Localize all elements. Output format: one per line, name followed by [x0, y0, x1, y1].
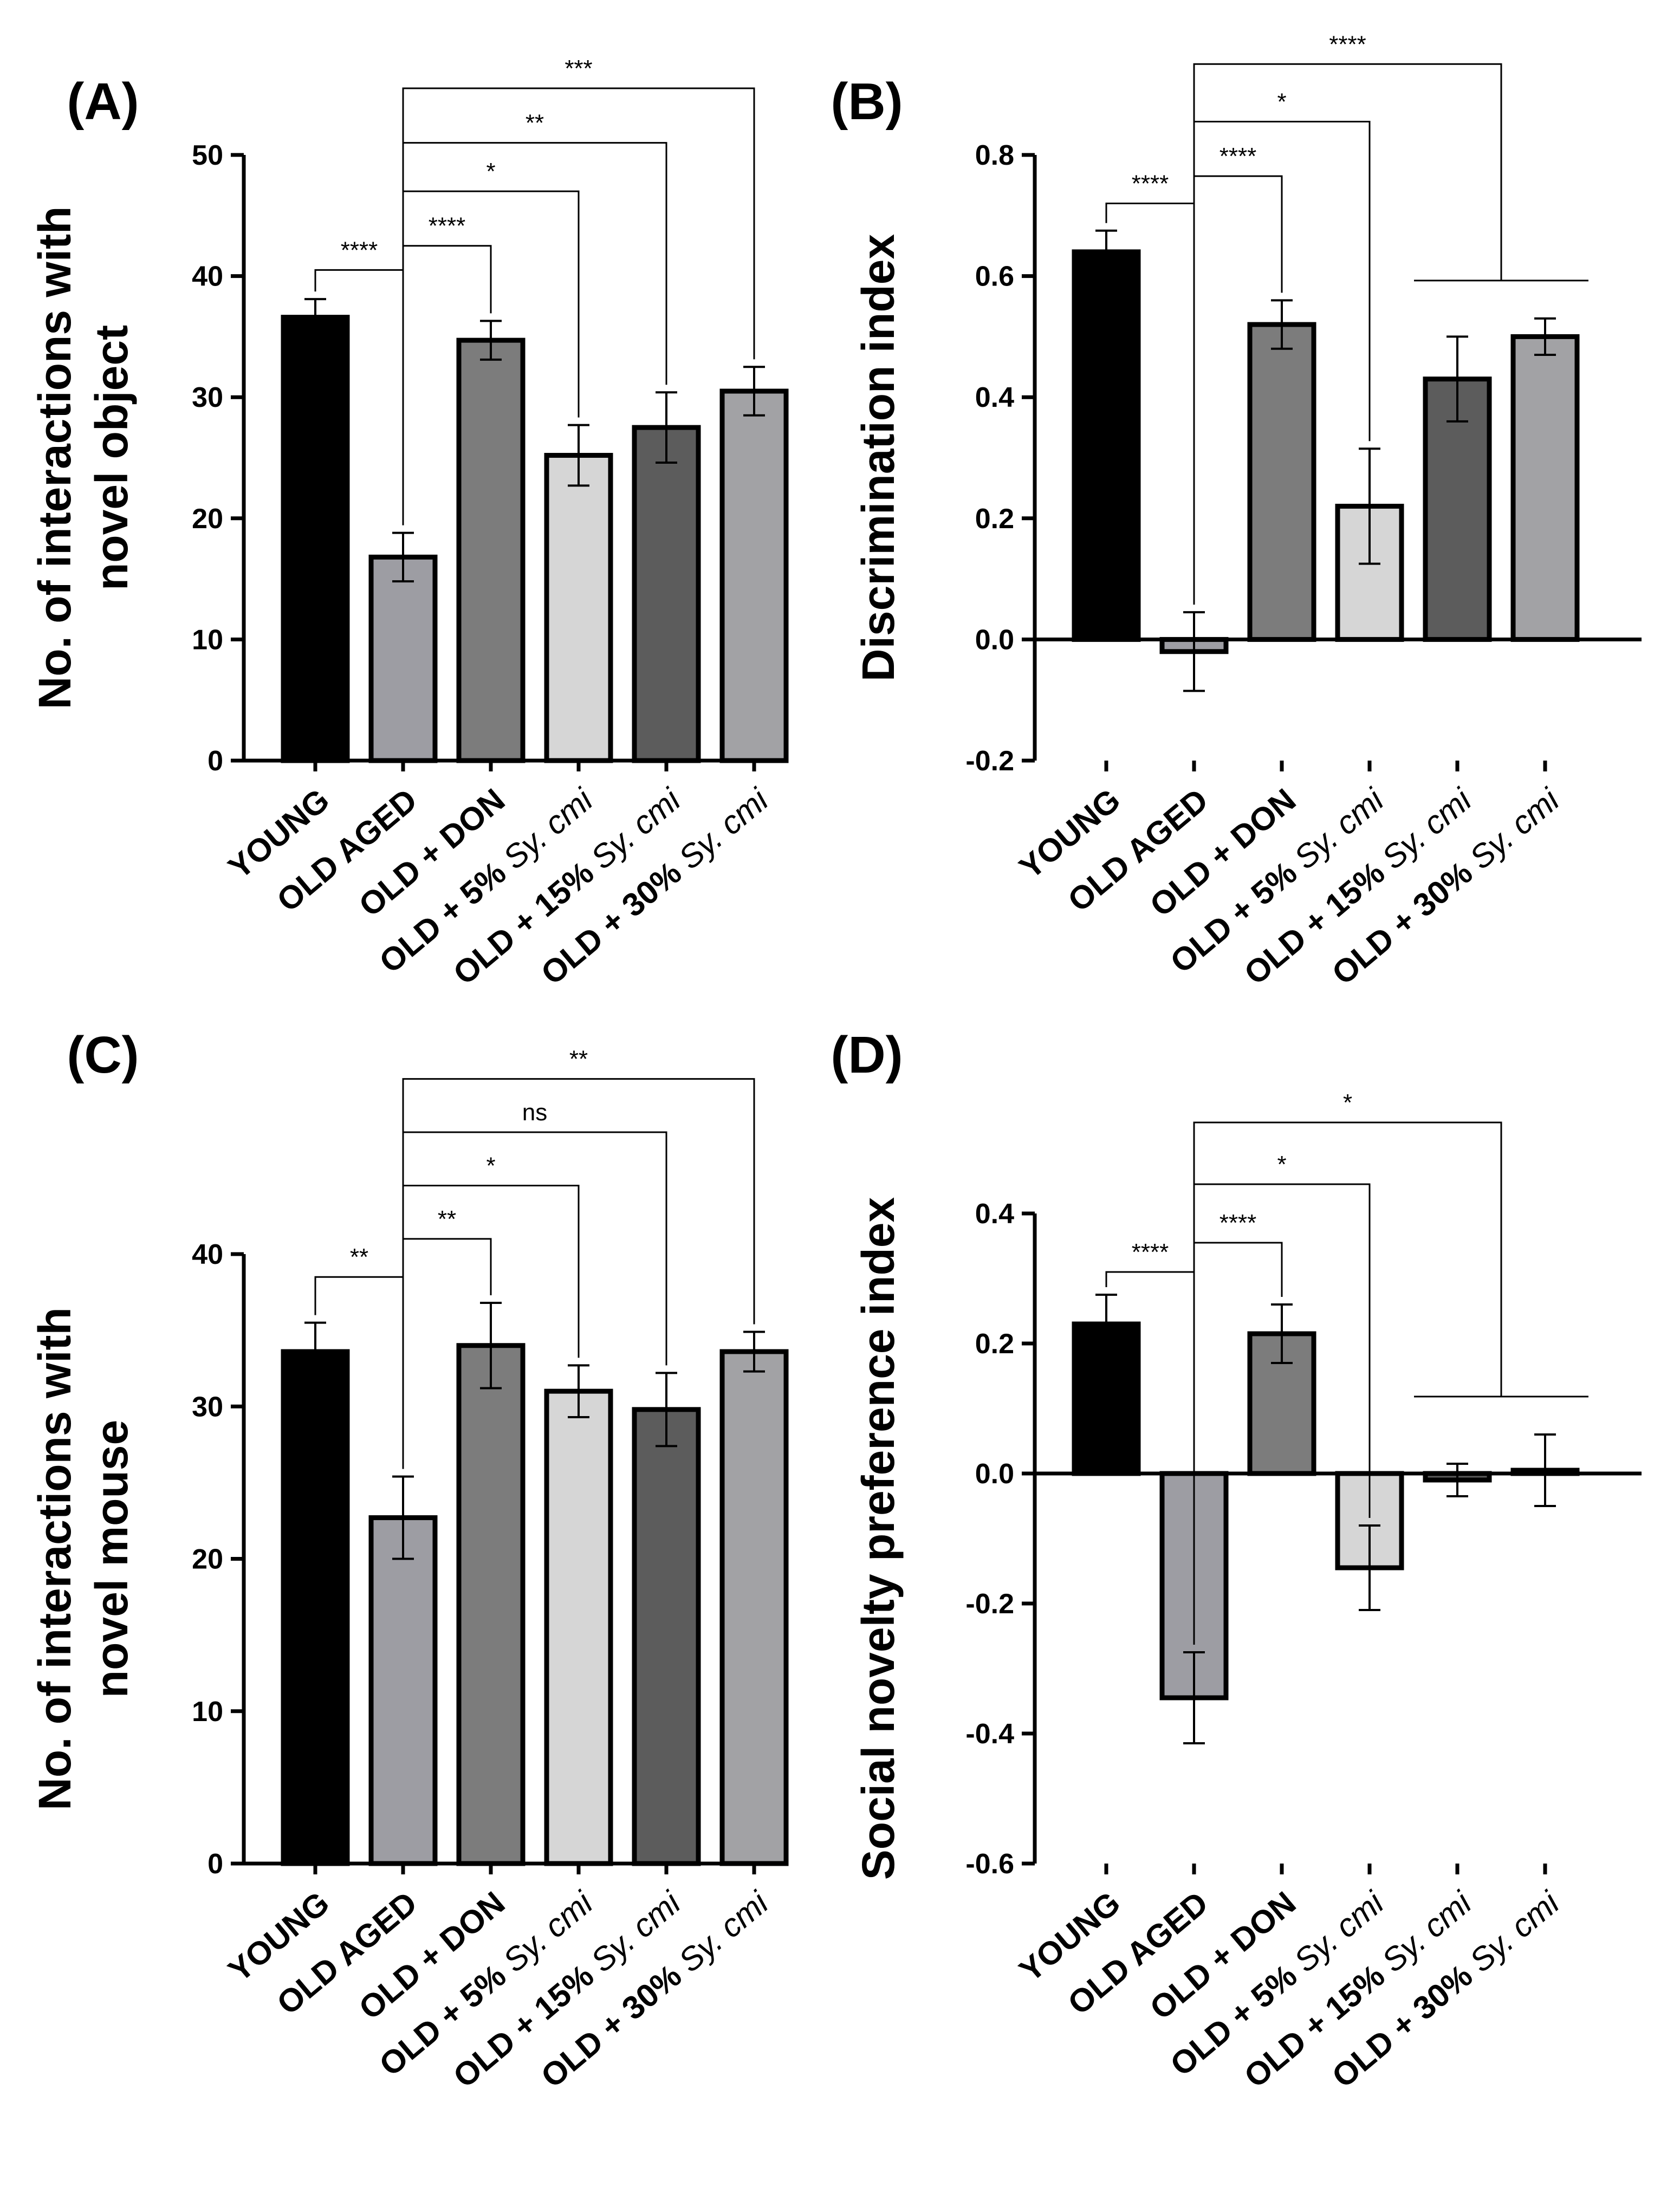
y-axis-title: No. of interactions with: [29, 1307, 80, 1810]
significance-label: ****: [341, 237, 378, 263]
significance-label: *: [486, 1152, 495, 1179]
y-tick-label: -0.2: [965, 745, 1014, 777]
significance-label: **: [526, 110, 544, 137]
significance-label: ****: [1132, 170, 1169, 197]
y-tick-label: 0.0: [975, 1458, 1014, 1490]
significance-bracket: [402, 1078, 755, 1433]
bar-6: [1510, 334, 1580, 642]
bar-4: [544, 453, 613, 763]
y-axis-title: Social novelty preference index: [853, 1197, 904, 1880]
y-tick-label: -0.2: [965, 1588, 1014, 1620]
bar-1: [1072, 249, 1141, 642]
y-tick-label: 0.4: [975, 1198, 1014, 1230]
bar-3: [456, 337, 526, 763]
panel-label: (A): [67, 73, 139, 131]
bar-1: [281, 1349, 350, 1866]
y-tick-label: 30: [192, 1391, 223, 1423]
significance-label: ****: [429, 213, 466, 239]
y-tick-label: 0: [207, 1848, 223, 1880]
y-tick-label: -0.4: [965, 1718, 1014, 1750]
y-axis-title: No. of interactions with: [29, 206, 80, 710]
significance-label: ****: [1132, 1239, 1169, 1265]
significance-label: **: [350, 1244, 368, 1270]
y-tick-label: 30: [192, 382, 223, 413]
significance-label: *: [1343, 1089, 1352, 1116]
category-label-italic: Sy. cmi: [665, 781, 775, 882]
y-tick-label: 40: [192, 261, 223, 293]
bar-5: [632, 1407, 701, 1866]
significance-label: ****: [1329, 31, 1366, 57]
significance-label: ns: [522, 1099, 547, 1126]
significance-label: ****: [1220, 143, 1257, 170]
bar-5: [632, 425, 701, 763]
category-label-italic: Sy. cmi: [1456, 781, 1566, 882]
significance-label: *: [1277, 89, 1286, 115]
bar-2: [368, 554, 438, 763]
y-axis-title: novel mouse: [86, 1420, 137, 1698]
bar-4: [544, 1388, 613, 1866]
significance-label: *: [486, 158, 495, 185]
y-tick-label: -0.6: [965, 1848, 1014, 1880]
chart-panel-c: (C) No. of interactions with novel mouse 0 1…: [29, 1026, 789, 2095]
y-tick-label: 40: [192, 1239, 223, 1270]
bar-2: [368, 1515, 438, 1866]
significance-label: ****: [1220, 1210, 1257, 1236]
bar-6: [719, 1349, 789, 1866]
significance-bracket: [402, 142, 667, 490]
significance-bracket: [1193, 1121, 1502, 1609]
y-tick-label: 0.6: [975, 261, 1014, 293]
significance-bracket: [1193, 63, 1502, 569]
chart-panel-a: (A) No. of interactions with novel object 0…: [29, 55, 789, 992]
significance-bracket: [402, 1131, 667, 1433]
y-tick-label: 50: [192, 140, 223, 171]
y-tick-label: 20: [192, 1544, 223, 1575]
y-tick-label: 10: [192, 1696, 223, 1728]
category-label-italic: Sy. cmi: [665, 1884, 775, 1985]
significance-bracket: [402, 87, 755, 490]
category-label-italic: Sy. cmi: [1456, 1884, 1566, 1985]
y-tick-label: 0.0: [975, 624, 1014, 655]
panel-label: (D): [831, 1026, 903, 1084]
y-tick-label: 10: [192, 624, 223, 655]
significance-label: ***: [565, 55, 592, 82]
significance-label: **: [569, 1046, 588, 1073]
panel-label: (B): [831, 73, 903, 131]
y-tick-label: 20: [192, 503, 223, 535]
bar-6: [719, 388, 789, 763]
chart-panel-d: (D) Social novelty preference index -0.6 -0…: [831, 1026, 1642, 2095]
bar-1: [281, 315, 350, 763]
y-tick-label: 0.4: [975, 382, 1014, 413]
y-tick-label: 0.8: [975, 140, 1014, 171]
bar-3: [1247, 322, 1316, 642]
significance-label: **: [438, 1206, 456, 1232]
y-tick-label: 0.2: [975, 503, 1014, 535]
significance-label: *: [1277, 1151, 1286, 1178]
y-tick-label: 0.2: [975, 1328, 1014, 1360]
y-axis-title: Discrimination index: [853, 234, 904, 681]
chart-panel-b: (B) Discrimination index -0.2 0.0 0.2 0.4 0.6 0…: [831, 31, 1642, 992]
panel-label: (C): [67, 1026, 139, 1084]
y-axis-title: novel object: [86, 325, 137, 590]
bar-3: [456, 1343, 526, 1866]
y-tick-label: 0: [207, 745, 223, 777]
